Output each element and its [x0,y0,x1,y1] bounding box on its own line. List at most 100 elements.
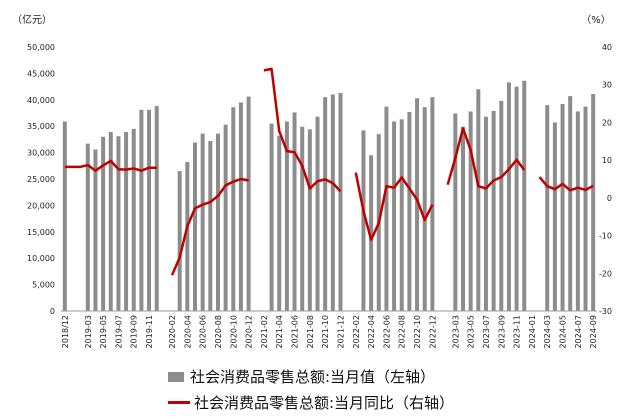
right-tick-label: 10 [602,156,612,165]
x-tick-label: 2022-02 [352,315,361,348]
x-tick-label: 2022-04 [367,315,376,348]
x-tick-label: 2024-09 [589,315,598,348]
legend-bar-entry: 社会消费品零售总额:当月值（左轴） [168,366,435,387]
left-tick-label: 45,000 [27,69,55,78]
x-tick-label: 2023-09 [497,315,506,348]
sales-bar [568,96,573,311]
sales-bar [453,113,458,311]
sales-bar [193,142,197,311]
right-tick-label: -30 [599,307,612,316]
legend-line-entry: 社会消费品零售总额:当月同比（右轴） [168,392,454,413]
sales-bar [483,116,488,311]
right-tick-label: -10 [599,232,612,241]
x-tick-label: 2021-08 [306,315,315,348]
sales-bar [499,100,504,311]
x-tick-label: 2019-09 [130,315,139,348]
sales-bar [415,98,420,311]
yoy-growth-line [64,67,594,276]
right-tick-label: 20 [602,118,612,127]
legend-line-label: 社会消费品零售总额:当月同比（右轴） [194,394,455,412]
sales-bar [223,124,228,311]
sales-bar [62,121,67,311]
sales-bar [583,106,588,311]
left-axis-ticks: 0 5,000 10,000 15,000 20,000 25,000 30,000 35,0… [27,43,55,316]
right-axis-unit: （%） [581,14,611,26]
sales-bar [545,105,550,311]
left-tick-label: 15,000 [27,228,55,237]
sales-bar [522,80,527,312]
x-tick-label: 2021-10 [321,315,330,348]
sales-bar [399,119,404,311]
x-tick-label: 2020-12 [245,315,254,348]
sales-bar [300,126,305,311]
legend-bar-swatch [168,371,184,382]
right-tick-label: -20 [599,269,612,278]
sales-bar [238,102,243,311]
right-axis-ticks: -30 -20 -10 0 10 20 30 40 [599,43,612,316]
x-tick-label: 2024-07 [574,315,583,348]
x-tick-label: 2023-11 [513,315,522,348]
x-tick-label: 2024-01 [528,315,537,348]
left-tick-label: 0 [50,307,55,316]
sales-bar [246,96,251,312]
left-tick-label: 10,000 [27,254,55,263]
sales-bar [200,133,205,311]
sales-bar [269,123,274,311]
right-tick-label: 40 [602,43,612,52]
x-tick-label: 2019-05 [99,315,108,348]
sales-bar [131,128,136,311]
x-tick-label: 2019-03 [84,315,93,348]
x-tick-label: 2020-06 [199,315,208,348]
sales-bar [85,143,90,311]
sales-bar [315,116,320,311]
x-tick-label: 2022-12 [428,315,437,348]
x-tick-label: 2023-07 [482,315,491,348]
right-tick-label: 30 [602,81,612,90]
x-tick-label: 2022-08 [398,315,407,348]
sales-bar [338,92,343,311]
sales-bar [154,106,159,311]
sales-bar [147,109,152,311]
sales-bar [185,162,190,311]
legend-bar-label: 社会消费品零售总额:当月值（左轴） [190,368,436,386]
sales-bar [284,121,289,311]
sales-bar [430,97,435,311]
x-tick-label: 2021-02 [260,315,269,348]
x-tick-label: 2020-08 [214,315,223,348]
sales-bar [506,82,511,311]
legend-line-swatch [168,401,190,404]
left-tick-label: 50,000 [27,43,55,52]
sales-bar [93,149,98,311]
left-tick-label: 35,000 [27,122,55,131]
x-tick-label: 2019-07 [114,315,123,348]
x-tick-label: 2020-02 [168,315,177,348]
sales-bar [514,86,519,311]
sales-bar [215,133,220,311]
x-tick-label: 2023-03 [451,315,460,348]
x-tick-label: 2020-04 [183,315,192,348]
sales-bar [369,155,374,311]
x-tick-label: 2021-04 [275,315,284,348]
left-tick-label: 40,000 [27,96,55,105]
sales-bar [461,126,465,311]
bar-series [62,80,596,312]
sales-bar [476,89,481,312]
sales-bar [323,97,328,311]
sales-bar [139,109,144,311]
sales-bar [101,136,106,311]
x-tick-label: 2019-11 [145,315,154,348]
right-tick-label: 0 [607,194,612,203]
sales-bar [560,104,565,311]
x-tick-label: 2021-06 [291,315,300,348]
sales-bar [108,132,113,311]
sales-bar [208,140,213,311]
sales-bar [552,122,557,311]
sales-bar [292,112,297,311]
x-tick-label: 2020-10 [229,315,238,348]
left-tick-label: 20,000 [27,201,55,210]
x-tick-label: 2018/12 [61,315,70,348]
sales-bar [384,106,389,311]
x-axis-ticks: 2018/12 2019-03 2019-05 2019-07 2019-09 2019-… [61,315,598,348]
sales-bar [591,93,596,311]
x-tick-label: 2024-03 [543,315,552,348]
